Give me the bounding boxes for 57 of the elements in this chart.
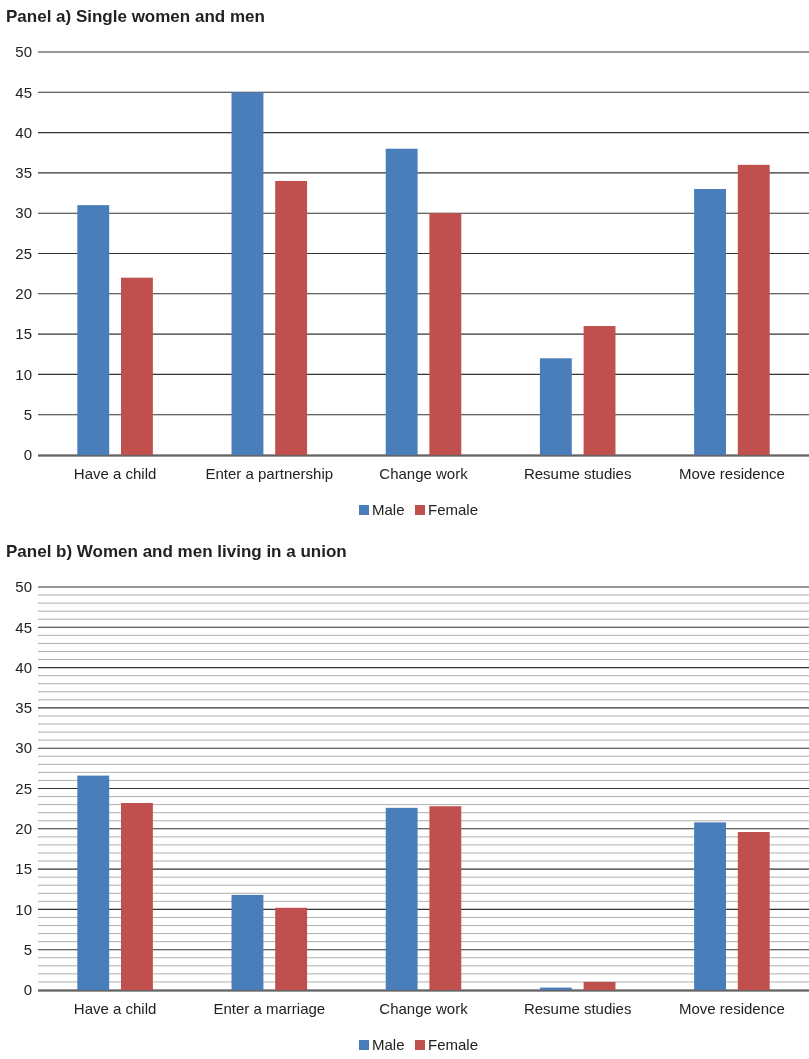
y-tick-label: 50 xyxy=(15,578,32,596)
x-tick-label: Change work xyxy=(379,465,469,482)
x-tick-label: Move residence xyxy=(678,465,785,482)
y-tick-label: 40 xyxy=(15,123,32,141)
x-tick-label: Resume studies xyxy=(523,1000,632,1017)
bar xyxy=(77,205,110,455)
x-tick-label: Resume studies xyxy=(523,465,632,482)
x-tick-label: Enter a marriage xyxy=(213,1000,326,1017)
chart-title: Panel b) Women and men living in a union xyxy=(6,542,347,561)
y-tick-label: 35 xyxy=(15,699,32,717)
y-tick-label: 15 xyxy=(15,860,32,878)
bar xyxy=(694,189,726,455)
bar xyxy=(694,822,726,990)
y-tick-label: 30 xyxy=(15,204,32,222)
x-tick-label: Have a child xyxy=(73,1000,157,1017)
y-tick-label: 25 xyxy=(15,779,32,797)
y-tick-label: 0 xyxy=(23,981,32,999)
bar xyxy=(385,148,418,455)
y-tick-label: 5 xyxy=(23,405,32,423)
y-tick-label: 35 xyxy=(15,164,32,182)
bar xyxy=(77,775,110,990)
bar xyxy=(583,326,616,455)
y-tick-label: 15 xyxy=(15,325,32,343)
bar xyxy=(231,92,264,455)
bar xyxy=(121,277,153,455)
y-tick-label: 0 xyxy=(23,446,32,464)
bar xyxy=(385,807,418,990)
legend-label: Male xyxy=(372,1036,405,1053)
bar xyxy=(231,894,264,990)
y-tick-label: 40 xyxy=(15,658,32,676)
bar xyxy=(429,806,462,990)
bar xyxy=(121,803,153,990)
y-tick-label: 30 xyxy=(15,739,32,757)
x-tick-label: Have a child xyxy=(73,465,157,482)
y-tick-label: 25 xyxy=(15,244,32,262)
x-tick-label: Enter a partnership xyxy=(205,465,334,482)
bar xyxy=(737,164,770,455)
bar xyxy=(429,213,462,455)
bar xyxy=(275,180,308,455)
bar xyxy=(583,981,616,990)
x-tick-label: Move residence xyxy=(678,1000,785,1017)
y-tick-label: 45 xyxy=(15,83,32,101)
y-tick-label: 10 xyxy=(15,365,32,383)
chart-title: Panel a) Single women and men xyxy=(6,7,265,26)
y-tick-label: 20 xyxy=(15,820,32,838)
y-tick-label: 50 xyxy=(15,43,32,61)
legend-label: Female xyxy=(428,501,479,518)
bar xyxy=(275,907,308,990)
y-tick-label: 45 xyxy=(15,618,32,636)
bar xyxy=(539,358,572,455)
y-tick-label: 5 xyxy=(23,940,32,958)
legend-label: Male xyxy=(372,501,405,518)
bar xyxy=(737,832,770,990)
y-tick-label: 20 xyxy=(15,285,32,303)
x-tick-label: Change work xyxy=(379,1000,469,1017)
legend-label: Female xyxy=(428,1036,479,1053)
y-tick-label: 10 xyxy=(15,900,32,918)
